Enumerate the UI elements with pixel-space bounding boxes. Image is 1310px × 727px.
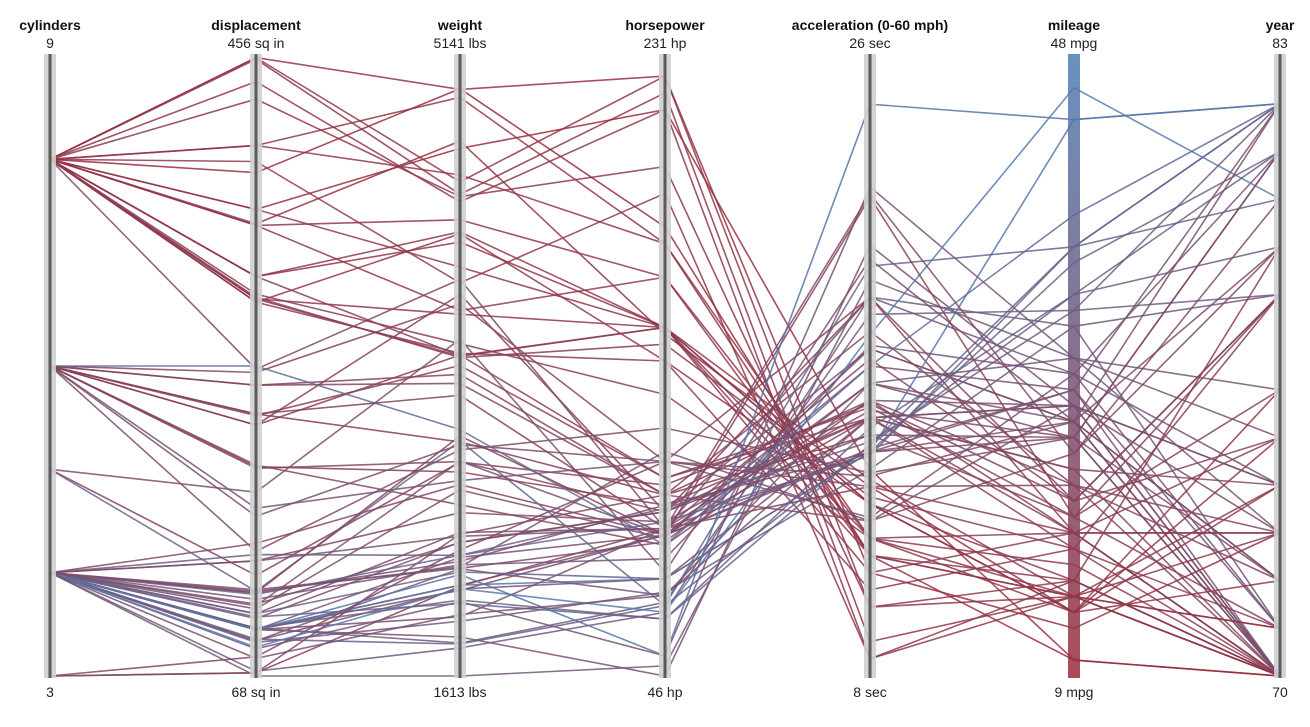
axis-title: cylinders bbox=[19, 17, 81, 33]
axis-min-label: 70 bbox=[1272, 684, 1288, 700]
axis-max-label: 48 mpg bbox=[1051, 35, 1098, 51]
axis-weight[interactable]: weight 5141 lbs 1613 lbs bbox=[434, 17, 487, 700]
axis-line bbox=[1278, 54, 1282, 678]
axis-horsepower[interactable]: horsepower 231 hp 46 hp bbox=[625, 17, 705, 700]
axis-title: year bbox=[1266, 17, 1295, 33]
axis-title: weight bbox=[437, 17, 483, 33]
axis-min-label: 1613 lbs bbox=[434, 684, 487, 700]
axis-title: acceleration (0-60 mph) bbox=[792, 17, 948, 33]
axis-mileage[interactable]: mileage 48 mpg 9 mpg bbox=[1048, 17, 1100, 700]
axis-min-label: 68 sq in bbox=[231, 684, 280, 700]
axis-track[interactable] bbox=[1068, 54, 1080, 678]
axis-line bbox=[48, 54, 52, 678]
axis-line bbox=[868, 54, 872, 678]
axis-title: displacement bbox=[211, 17, 301, 33]
axis-year[interactable]: year 83 70 bbox=[1266, 17, 1295, 700]
axis-max-label: 231 hp bbox=[644, 35, 687, 51]
axis-line bbox=[663, 54, 667, 678]
axis-max-label: 9 bbox=[46, 35, 54, 51]
axis-line bbox=[254, 54, 258, 678]
axis-max-label: 5141 lbs bbox=[434, 35, 487, 51]
axis-max-label: 26 sec bbox=[849, 35, 890, 51]
axis-cylinders[interactable]: cylinders 9 3 bbox=[19, 17, 81, 700]
axis-min-label: 8 sec bbox=[853, 684, 886, 700]
axis-title: mileage bbox=[1048, 17, 1100, 33]
axis-displacement[interactable]: displacement 456 sq in 68 sq in bbox=[211, 17, 301, 700]
axes: cylinders 9 3 displacement 456 sq in 68 sq in… bbox=[19, 17, 1295, 700]
axis-min-label: 3 bbox=[46, 684, 54, 700]
axis-title: horsepower bbox=[625, 17, 705, 33]
axis-min-label: 46 hp bbox=[647, 684, 682, 700]
axis-max-label: 83 bbox=[1272, 35, 1288, 51]
axis-min-label: 9 mpg bbox=[1055, 684, 1094, 700]
axis-max-label: 456 sq in bbox=[228, 35, 285, 51]
axis-acceleration[interactable]: acceleration (0-60 mph) 26 sec 8 sec bbox=[792, 17, 948, 700]
axis-line bbox=[458, 54, 462, 678]
